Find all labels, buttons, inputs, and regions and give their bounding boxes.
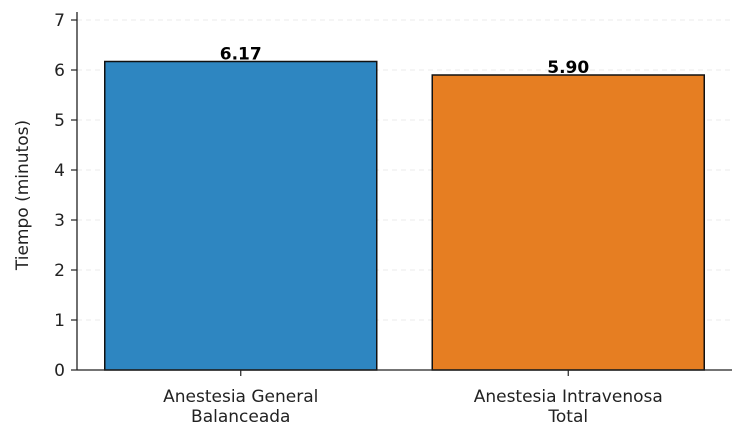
y-tick-label: 7 (54, 11, 65, 31)
y-tick-label: 1 (54, 311, 65, 331)
y-tick-label: 4 (54, 161, 65, 181)
x-tick-label: Anestesia Intravenosa (474, 387, 663, 407)
y-tick-label: 0 (54, 361, 65, 381)
x-tick-label: Total (547, 407, 588, 427)
bar-value-label: 6.17 (220, 45, 262, 65)
x-tick-label: Balanceada (191, 407, 290, 427)
y-tick-label: 6 (54, 61, 65, 81)
bar (431, 74, 705, 371)
bars (104, 60, 705, 371)
y-tick-label: 2 (54, 261, 65, 281)
data-labels: 6.17 5.90 (220, 45, 590, 79)
y-ticks: 0 1 2 3 4 5 6 7 (54, 11, 77, 381)
x-tick-label: Anestesia General (163, 387, 318, 407)
bar-value-label: 5.90 (547, 58, 589, 78)
y-tick-label: 5 (54, 111, 65, 131)
bar (104, 60, 378, 371)
y-tick-label: 3 (54, 211, 65, 231)
y-axis-label: Tiempo (minutos) (13, 120, 33, 271)
